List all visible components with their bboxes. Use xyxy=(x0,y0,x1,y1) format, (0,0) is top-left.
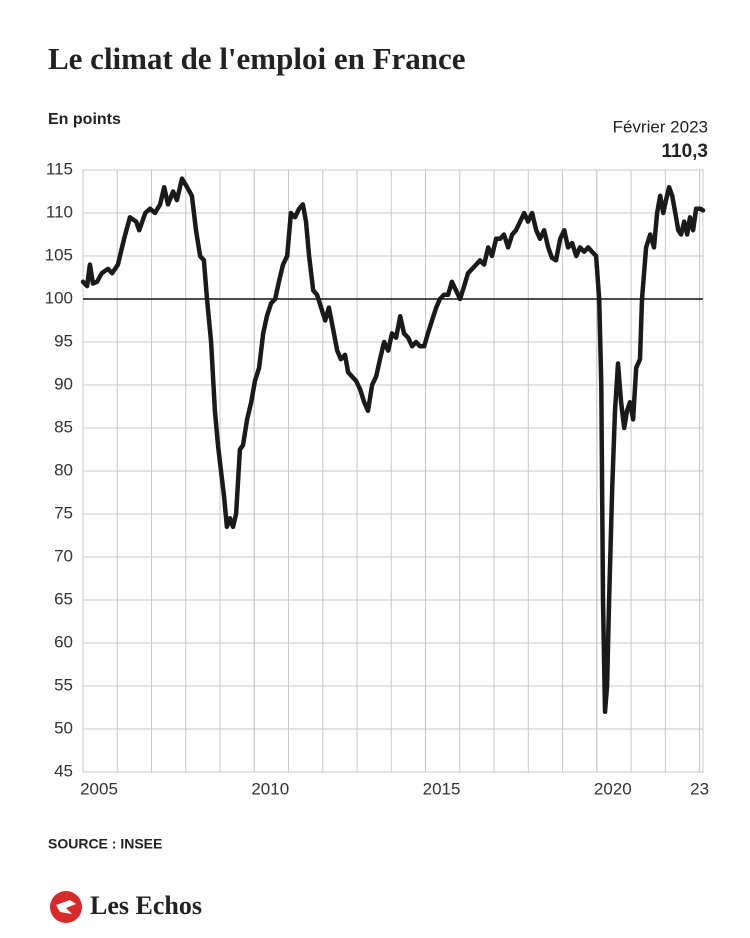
y-tick-label: 55 xyxy=(54,675,73,694)
y-tick-label: 85 xyxy=(54,417,73,436)
y-tick-label: 70 xyxy=(54,546,73,565)
y-tick-label: 65 xyxy=(54,589,73,608)
logo-bird xyxy=(56,900,76,914)
y-tick-label: 50 xyxy=(54,718,73,737)
y-tick-label: 105 xyxy=(45,245,73,264)
annotation-value: 110,3 xyxy=(662,141,709,162)
x-tick-label: 2010 xyxy=(251,779,289,798)
subtitle: En points xyxy=(48,111,121,128)
y-tick-label: 80 xyxy=(54,460,73,479)
data-line xyxy=(80,176,706,715)
plot-frame xyxy=(82,169,704,773)
x-tick-label: 2005 xyxy=(80,779,118,798)
y-tick-label: 60 xyxy=(54,632,73,651)
y-tick-label: 90 xyxy=(54,374,73,393)
y-tick-label: 95 xyxy=(54,331,73,350)
y-tick-label: 110 xyxy=(46,202,73,221)
chart-title: Le climat de l'emploi en France xyxy=(48,41,466,76)
y-tick-label: 45 xyxy=(54,761,73,780)
x-tick-label: 2015 xyxy=(423,779,461,798)
y-tick-label: 75 xyxy=(54,503,73,522)
annotation-date: Février 2023 xyxy=(613,117,708,136)
logo-text: Les Echos xyxy=(90,891,202,920)
y-tick-label: 100 xyxy=(45,288,73,307)
source: SOURCE : INSEE xyxy=(48,836,162,852)
x-tick-label: 23 xyxy=(690,779,709,798)
y-tick-label: 115 xyxy=(46,159,73,178)
x-tick-label: 2020 xyxy=(594,779,632,798)
